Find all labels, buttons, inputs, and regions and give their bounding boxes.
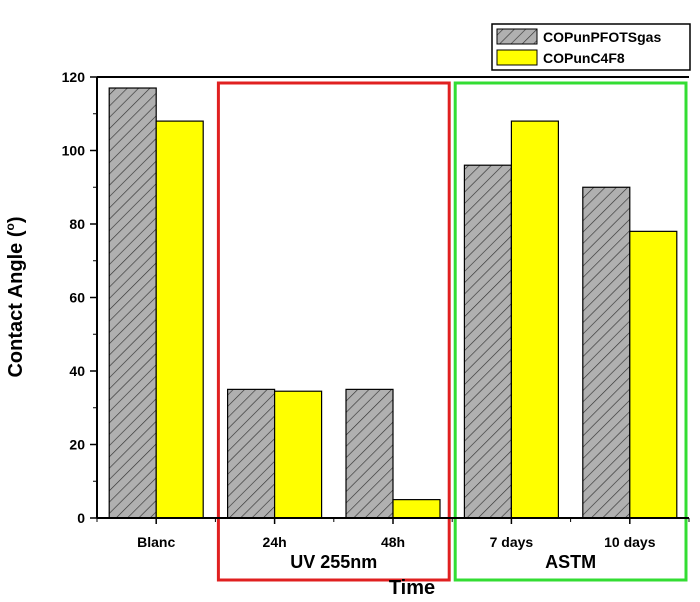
x-ticks-layer: Blanc 24h 48h 7 days 10 days <box>96 518 690 550</box>
group-label-uv-255nm: UV 255nm <box>290 552 377 572</box>
x-tick-label-24h: 24h <box>263 534 287 550</box>
y-tick-label: 80 <box>69 216 85 232</box>
legend-label-copunc4f8: COPunC4F8 <box>543 50 625 66</box>
bar-copunc4f8-7-days <box>510 120 559 519</box>
group-boxes-layer: UV 255nm ASTM <box>216 81 688 582</box>
bar-copunpfotsgas-10-days <box>582 186 631 519</box>
bar-copunc4f8-24h <box>274 390 323 519</box>
y-tick-label: 0 <box>77 510 85 526</box>
group-label-astm: ASTM <box>545 552 596 572</box>
y-ticks-layer: 0 20 40 60 80 100 120 <box>62 69 97 526</box>
bar-copunpfotsgas-48h <box>345 388 394 519</box>
legend-swatch-copunc4f8 <box>496 49 538 66</box>
x-tick-label-10-days: 10 days <box>604 534 656 550</box>
x-tick-label-48h: 48h <box>381 534 405 550</box>
bar-copunc4f8-10-days <box>629 230 678 519</box>
legend-swatch-copunpfotsgas <box>496 28 538 45</box>
y-tick-label: 120 <box>62 69 86 85</box>
bar-copunpfotsgas-7-days <box>463 164 512 519</box>
legend: COPunPFOTSgas COPunC4F8 <box>491 23 691 71</box>
y-tick-label: 60 <box>69 290 85 306</box>
legend-label-copunpfotsgas: COPunPFOTSgas <box>543 29 661 45</box>
bar-copunpfotsgas-24h <box>227 388 276 519</box>
group-box-uv-255nm <box>216 81 451 582</box>
y-tick-label: 40 <box>69 363 85 379</box>
group-box-astm <box>453 81 688 582</box>
bar-copunc4f8-blanc <box>155 120 204 519</box>
bar-copunc4f8-48h <box>392 499 441 519</box>
y-axis-title: Contact Angle (o) <box>3 216 27 377</box>
x-axis-title: Time <box>389 577 435 599</box>
bars-layer <box>108 87 678 519</box>
y-tick-label: 20 <box>69 437 85 453</box>
y-tick-label: 100 <box>62 143 86 159</box>
x-tick-label-blanc: Blanc <box>137 534 175 550</box>
bar-copunpfotsgas-blanc <box>108 87 157 519</box>
x-tick-label-7-days: 7 days <box>490 534 534 550</box>
